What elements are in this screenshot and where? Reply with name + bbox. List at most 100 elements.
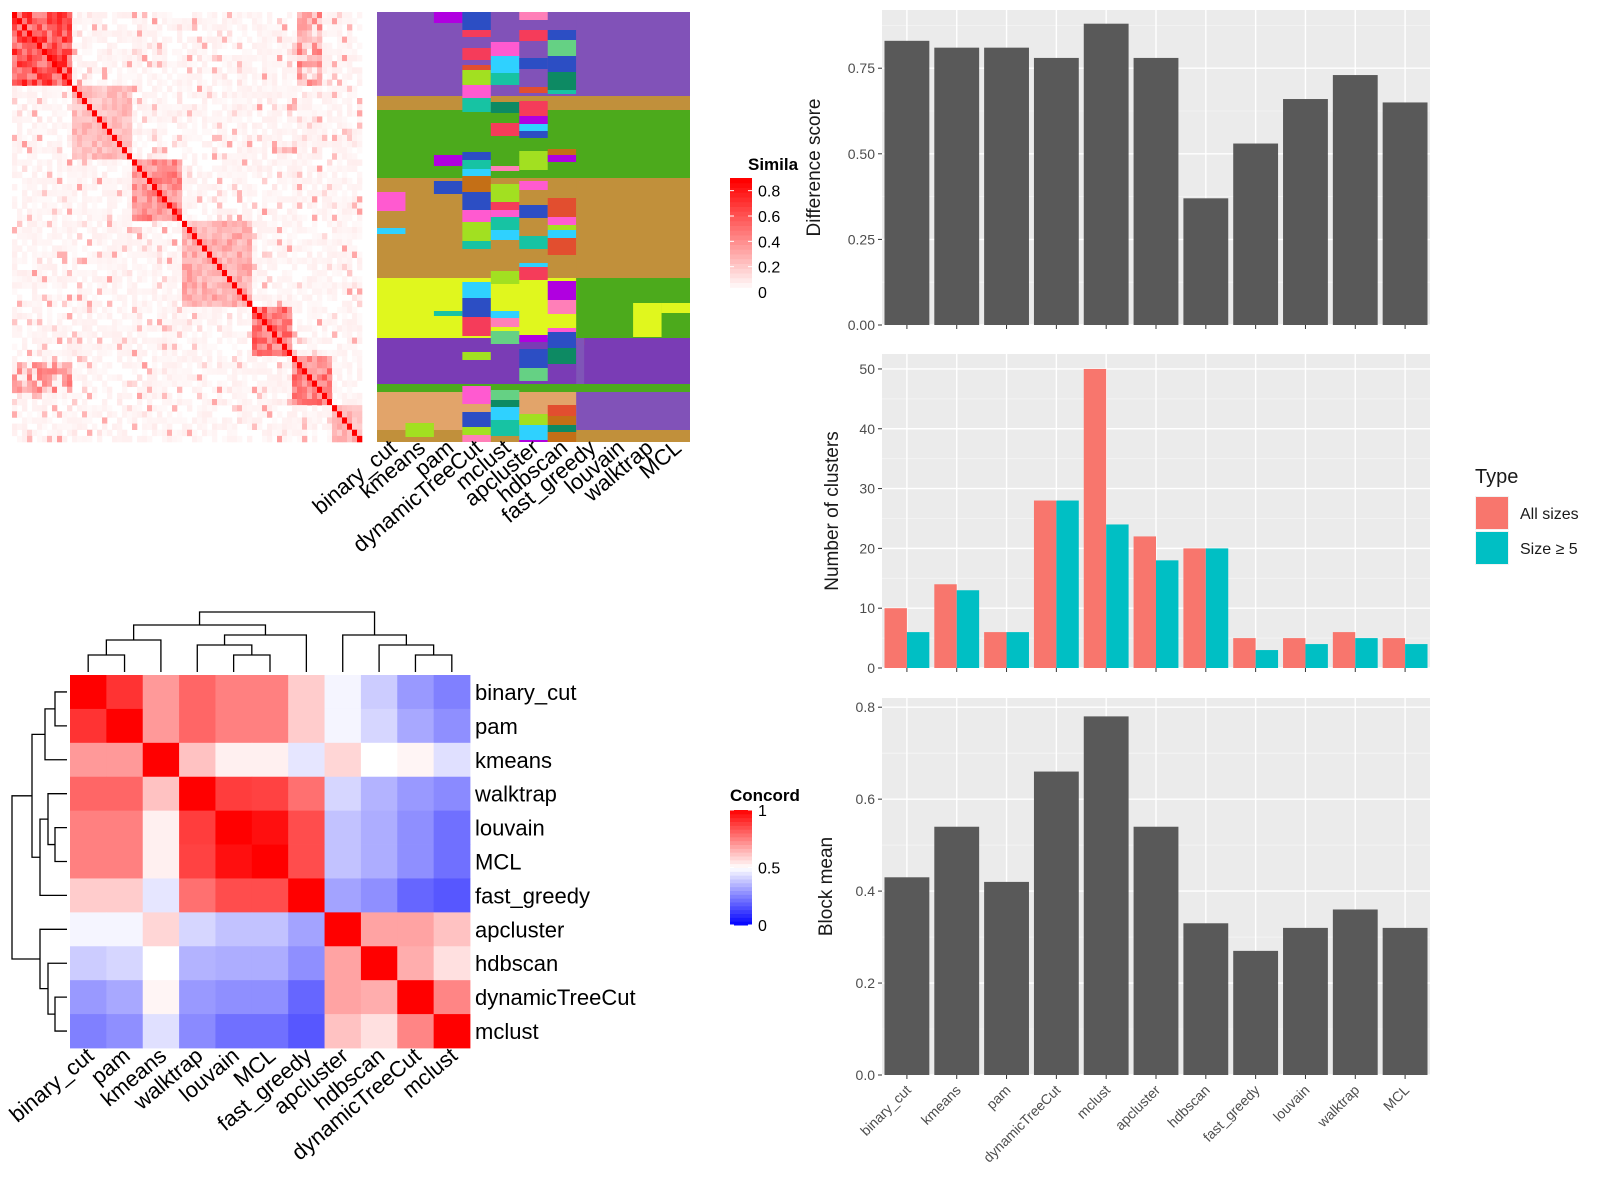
similarity-cell [347,300,353,308]
similarity-cell [267,79,273,87]
similarity-cell [197,306,203,314]
similarity-cell [52,147,58,154]
similarity-cell [297,104,303,111]
similarity-cell [22,337,28,345]
similarity-cell [62,159,68,166]
similarity-cell [167,411,173,418]
similarity-cell [347,153,353,160]
similarity-cell [157,429,163,437]
similarity-cell [87,257,93,265]
similarity-cell [252,282,258,289]
similarity-cell [17,30,23,37]
similarity-cell [32,85,38,93]
similarity-cell [117,276,123,283]
similarity-cell [42,147,48,154]
similarity-cell [182,423,188,431]
similarity-cell [37,435,43,443]
column-dendrogram-branch [414,654,453,672]
similarity-cell [262,294,268,302]
similarity-cell [347,392,353,400]
similarity-cell [237,153,243,160]
y-axis-title: Block mean [816,837,837,936]
similarity-cell [212,36,218,44]
similarity-cell [27,220,33,228]
similarity-cell [247,141,253,148]
similarity-cell [202,48,208,56]
similarity-cell [12,306,18,314]
similarity-cell [47,30,53,37]
similarity-cell [72,435,78,443]
similarity-cell [327,399,333,406]
similarity-cell [77,18,83,25]
bar-size-ge-5 [1056,500,1079,668]
similarity-cell [152,245,158,252]
similarity-cell [242,319,248,326]
similarity-cell [312,423,318,431]
similarity-cell [147,110,153,117]
similarity-cell [157,220,163,228]
similarity-cell [247,417,253,424]
similarity-cell [137,165,143,173]
similarity-cell [52,331,58,338]
similarity-cell [227,36,233,44]
similarity-cell [187,319,193,326]
similarity-cell [57,331,63,338]
similarity-cell [172,374,178,381]
similarity-cell [297,380,303,388]
similarity-cell [17,386,23,394]
similarity-cell [262,282,268,289]
similarity-cell [242,73,248,80]
similarity-cell [237,276,243,283]
similarity-cell [182,147,188,154]
similarity-cell [217,337,223,345]
similarity-cell [92,128,98,136]
similarity-cell [202,337,208,345]
similarity-cell [32,122,38,130]
similarity-cell [177,85,183,93]
similarity-cell [112,85,118,93]
similarity-cell [167,435,173,443]
similarity-cell [302,147,308,154]
cluster-cell [519,368,548,381]
similarity-cell [27,208,33,216]
similarity-cell [122,134,128,142]
similarity-cell [42,159,48,166]
similarity-cell [12,18,18,25]
similarity-cell [32,177,38,185]
similarity-cell [42,67,48,74]
similarity-cell [317,208,323,216]
similarity-cell [242,233,248,240]
similarity-cell [47,251,53,259]
similarity-cell [197,12,203,19]
similarity-cell [102,153,108,160]
similarity-legend-swatch [730,225,752,231]
similarity-cell [307,36,313,44]
similarity-cell [147,380,153,388]
similarity-cell [272,343,278,351]
similarity-cell [192,233,198,240]
similarity-cell [252,362,258,369]
similarity-cell [232,300,238,308]
similarity-cell [47,48,53,56]
similarity-cell [232,134,238,142]
y-axis-tick-label: 0.2 [856,975,876,991]
similarity-cell [327,288,333,295]
similarity-cell [97,85,103,93]
similarity-cell [312,257,318,265]
cluster-cell [519,116,548,124]
similarity-cell [172,300,178,308]
similarity-cell [242,104,248,111]
concordance-cell [179,878,216,913]
similarity-cell [32,18,38,25]
similarity-cell [282,147,288,154]
similarity-cell [122,337,128,345]
similarity-cell [147,91,153,99]
similarity-cell [197,55,203,62]
similarity-cell [37,405,43,412]
similarity-cell [192,42,198,50]
similarity-cell [242,411,248,418]
similarity-cell [122,36,128,44]
similarity-cell [272,128,278,136]
similarity-cell [322,184,328,191]
similarity-cell [267,313,273,320]
